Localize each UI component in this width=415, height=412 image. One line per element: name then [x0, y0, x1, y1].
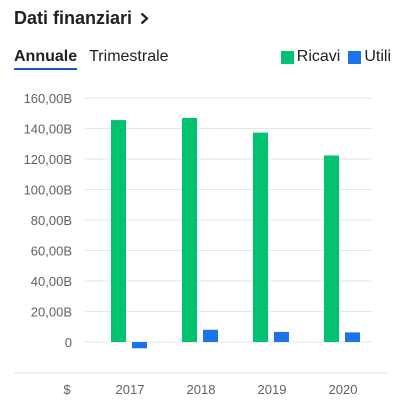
- financials-header-link[interactable]: Dati finanziari: [14, 5, 149, 31]
- y-tick-label: 40,00B: [31, 274, 72, 289]
- tab-quarterly[interactable]: Trimestrale: [89, 48, 169, 65]
- legend-swatch-profit: [348, 50, 362, 64]
- y-tick-label: 140,00B: [24, 122, 72, 137]
- bar-profit: [345, 332, 360, 342]
- legend-label-revenue: Ricavi: [296, 48, 341, 65]
- x-tick-label: 2017: [116, 382, 145, 397]
- x-axis-unit-label: $: [63, 382, 71, 397]
- x-tick-label: 2018: [187, 382, 216, 397]
- y-tick-label: 20,00B: [31, 305, 72, 320]
- page-title: Dati finanziari: [14, 7, 133, 28]
- bar-revenue: [182, 117, 197, 342]
- bar-revenue: [324, 155, 339, 342]
- y-tick-label: 100,00B: [24, 183, 72, 198]
- bar-profit: [132, 342, 147, 349]
- tab-annual[interactable]: Annuale: [14, 48, 78, 70]
- bar-profit: [203, 329, 218, 342]
- legend-item-profit: Utili: [348, 48, 391, 66]
- bar-revenue: [253, 132, 268, 342]
- x-tick-label: 2020: [329, 382, 358, 397]
- legend-item-revenue: Ricavi: [280, 48, 341, 66]
- y-tick-label: 160,00B: [24, 91, 72, 106]
- bar-revenue: [111, 120, 126, 342]
- legend-swatch-revenue: [280, 50, 294, 64]
- y-tick-label: 80,00B: [31, 213, 72, 228]
- bar-profit: [274, 331, 289, 342]
- legend-label-profit: Utili: [364, 48, 391, 65]
- x-tick-label: 2019: [258, 382, 287, 397]
- chevron-right-icon: [140, 12, 149, 25]
- chart-legend: Ricavi Utili: [273, 48, 391, 66]
- y-tick-label: 60,00B: [31, 244, 72, 259]
- period-tabs: Annuale Trimestrale: [14, 48, 181, 70]
- y-tick-label: 0: [65, 335, 72, 350]
- y-tick-label: 120,00B: [24, 152, 72, 167]
